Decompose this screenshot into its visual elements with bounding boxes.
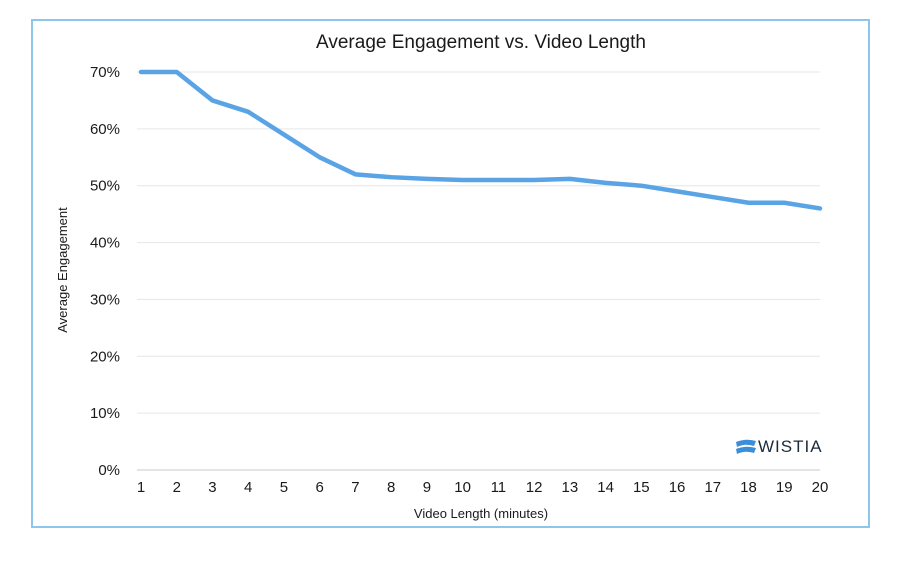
wistia-logo-icon bbox=[736, 439, 756, 454]
x-axis-ticks: 1 2 3 4 5 6 7 8 9 10 11 12 13 14 15 16 17 18 19 20 bbox=[137, 479, 829, 496]
x-tick-label: 13 bbox=[561, 479, 578, 496]
y-tick-label: 40% bbox=[90, 235, 120, 252]
x-tick-label: 16 bbox=[669, 479, 686, 496]
x-tick-label: 8 bbox=[387, 479, 395, 496]
x-tick-label: 5 bbox=[280, 479, 288, 496]
x-tick-label: 17 bbox=[704, 479, 721, 496]
x-tick-label: 6 bbox=[316, 479, 324, 496]
x-tick-label: 1 bbox=[137, 479, 145, 496]
x-tick-label: 4 bbox=[244, 479, 252, 496]
x-tick-label: 12 bbox=[526, 479, 543, 496]
x-tick-label: 10 bbox=[454, 479, 471, 496]
y-tick-label: 60% bbox=[90, 121, 120, 138]
x-tick-label: 11 bbox=[491, 479, 507, 496]
y-tick-label: 20% bbox=[90, 348, 120, 365]
x-tick-label: 14 bbox=[597, 479, 614, 496]
y-tick-label: 70% bbox=[90, 64, 120, 81]
chart-title: Average Engagement vs. Video Length bbox=[316, 32, 646, 53]
chart-frame bbox=[31, 19, 870, 528]
series-line bbox=[138, 69, 823, 211]
wistia-logo: WISTIA bbox=[736, 437, 823, 456]
y-axis-label: Average Engagement bbox=[55, 207, 70, 333]
y-tick-label: 50% bbox=[90, 178, 120, 195]
x-tick-label: 15 bbox=[633, 479, 650, 496]
y-tick-label: 0% bbox=[98, 462, 120, 479]
series-group bbox=[138, 69, 823, 211]
y-axis-ticks: 0% 10% 20% 30% 40% 50% 60% 70% bbox=[90, 64, 120, 479]
x-tick-label: 3 bbox=[208, 479, 216, 496]
x-tick-label: 20 bbox=[812, 479, 829, 496]
y-tick-label: 10% bbox=[90, 405, 120, 422]
y-tick-label: 30% bbox=[90, 291, 120, 308]
x-tick-label: 9 bbox=[423, 479, 431, 496]
x-axis-label: Video Length (minutes) bbox=[414, 506, 548, 521]
gridlines bbox=[137, 71, 820, 471]
x-tick-label: 18 bbox=[740, 479, 757, 496]
brand-name: WISTIA bbox=[758, 437, 823, 456]
x-tick-label: 7 bbox=[351, 479, 359, 496]
x-tick-label: 19 bbox=[776, 479, 793, 496]
x-tick-label: 2 bbox=[173, 479, 181, 496]
